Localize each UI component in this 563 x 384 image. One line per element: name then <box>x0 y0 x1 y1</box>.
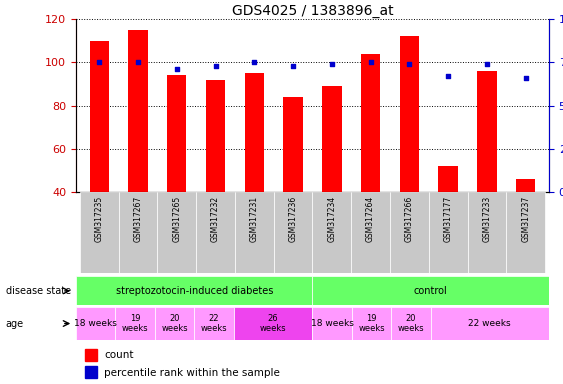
Bar <box>128 30 148 192</box>
Bar <box>119 192 158 273</box>
Bar <box>477 71 497 192</box>
Bar <box>194 307 234 340</box>
Bar <box>283 97 303 192</box>
Text: GSM317233: GSM317233 <box>482 196 491 242</box>
Text: GSM317266: GSM317266 <box>405 196 414 242</box>
Point <box>482 61 491 67</box>
Bar <box>312 307 352 340</box>
Title: GDS4025 / 1383896_at: GDS4025 / 1383896_at <box>231 4 394 18</box>
Bar <box>312 276 549 305</box>
Bar <box>274 192 312 273</box>
Bar <box>467 192 506 273</box>
Bar <box>234 307 312 340</box>
Point <box>289 63 298 69</box>
Bar <box>391 307 431 340</box>
Text: disease state: disease state <box>6 286 71 296</box>
Text: GSM317264: GSM317264 <box>366 196 375 242</box>
Bar <box>76 276 312 305</box>
Point <box>95 60 104 66</box>
Text: 19
weeks: 19 weeks <box>358 314 385 333</box>
Bar <box>400 36 419 192</box>
Point <box>521 75 530 81</box>
Bar <box>439 166 458 192</box>
Text: GSM317267: GSM317267 <box>133 196 142 242</box>
Bar <box>155 307 194 340</box>
Text: count: count <box>104 350 134 360</box>
Bar <box>76 307 115 340</box>
Bar <box>86 349 97 361</box>
Text: GSM317231: GSM317231 <box>250 196 259 242</box>
Bar <box>80 192 119 273</box>
Bar <box>86 366 97 379</box>
Bar <box>516 179 535 192</box>
Text: GSM317177: GSM317177 <box>444 196 453 242</box>
Text: 26
weeks: 26 weeks <box>260 314 287 333</box>
Text: 19
weeks: 19 weeks <box>122 314 149 333</box>
Bar <box>312 192 351 273</box>
Bar <box>352 307 391 340</box>
Text: GSM317237: GSM317237 <box>521 196 530 242</box>
Point <box>366 60 375 66</box>
Bar <box>431 307 549 340</box>
Bar <box>390 192 429 273</box>
Bar <box>235 192 274 273</box>
Point <box>327 61 336 67</box>
Text: age: age <box>6 318 24 329</box>
Point <box>250 60 259 66</box>
Point <box>172 66 181 73</box>
Bar <box>322 86 342 192</box>
Text: control: control <box>414 286 448 296</box>
Bar <box>90 41 109 192</box>
Text: 22
weeks: 22 weeks <box>200 314 227 333</box>
Text: 20
weeks: 20 weeks <box>161 314 188 333</box>
Bar <box>429 192 467 273</box>
Bar <box>361 54 380 192</box>
Text: streptozotocin-induced diabetes: streptozotocin-induced diabetes <box>115 286 273 296</box>
Text: 20
weeks: 20 weeks <box>397 314 425 333</box>
Text: GSM317234: GSM317234 <box>327 196 336 242</box>
Point <box>444 73 453 79</box>
Bar <box>167 75 186 192</box>
Point <box>211 63 220 69</box>
Text: GSM317232: GSM317232 <box>211 196 220 242</box>
Text: 18 weeks: 18 weeks <box>311 319 354 328</box>
Bar <box>206 80 225 192</box>
Bar <box>506 192 545 273</box>
Text: percentile rank within the sample: percentile rank within the sample <box>104 367 280 377</box>
Point <box>405 61 414 67</box>
Point <box>133 60 142 66</box>
Text: 22 weeks: 22 weeks <box>468 319 511 328</box>
Text: GSM317265: GSM317265 <box>172 196 181 242</box>
Bar <box>158 192 196 273</box>
Bar <box>245 73 264 192</box>
Text: 18 weeks: 18 weeks <box>74 319 117 328</box>
Bar <box>196 192 235 273</box>
Bar <box>115 307 155 340</box>
Text: GSM317235: GSM317235 <box>95 196 104 242</box>
Text: GSM317236: GSM317236 <box>289 196 298 242</box>
Bar <box>351 192 390 273</box>
